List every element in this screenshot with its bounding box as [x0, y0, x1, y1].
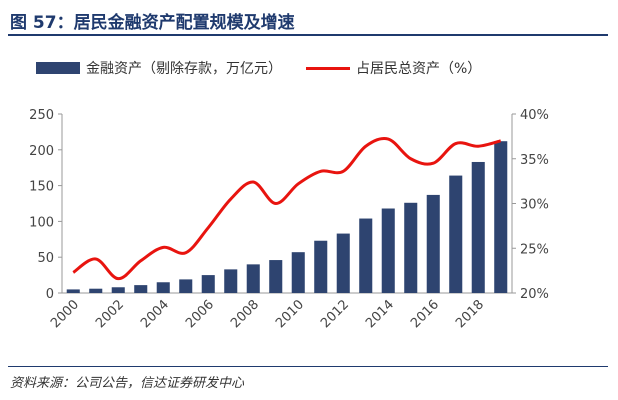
bar-2019	[494, 141, 508, 293]
x-tick-label: 2002	[93, 297, 127, 331]
source-rule	[8, 366, 608, 367]
title-rule	[8, 34, 608, 36]
bar-2005	[179, 279, 193, 293]
left-tick-label: 50	[37, 251, 54, 266]
bar-2008	[246, 264, 260, 293]
x-tick-label: 2012	[318, 297, 352, 331]
chart-legend: 金融资产（剔除存款，万亿元） 占居民总资产（%）	[36, 58, 481, 78]
bar-2001	[89, 288, 103, 293]
right-tick-label: 35%	[520, 153, 549, 168]
bar-2003	[134, 285, 148, 293]
bar-2014	[381, 208, 395, 293]
left-tick-label: 0	[46, 287, 54, 302]
x-tick-label: 2016	[408, 297, 442, 331]
share-line	[72, 137, 502, 281]
bar-2000	[66, 289, 80, 293]
bar-2018	[471, 161, 485, 293]
legend-line-label: 占居民总资产（%）	[356, 61, 482, 77]
bar-2013	[359, 218, 373, 293]
bar-2017	[449, 175, 463, 293]
bar-2010	[291, 252, 305, 293]
left-tick-label: 100	[29, 215, 54, 230]
left-tick-label: 150	[29, 180, 54, 195]
right-tick-label: 25%	[520, 242, 549, 257]
x-tick-label: 2000	[48, 297, 82, 331]
right-tick-label: 20%	[520, 287, 549, 302]
bar-2007	[224, 269, 238, 293]
left-tick-label: 250	[29, 108, 54, 123]
bar-2002	[111, 287, 125, 293]
bar-2004	[156, 282, 170, 293]
right-tick-label: 40%	[520, 108, 549, 123]
legend-bar-swatch	[36, 62, 80, 74]
legend-line-swatch	[306, 66, 350, 70]
right-tick-label: 30%	[520, 198, 549, 213]
x-tick-label: 2018	[453, 297, 487, 331]
x-tick-label: 2010	[273, 297, 307, 331]
figure-title: 图 57：居民金融资产配置规模及增速	[10, 13, 295, 33]
bar-2011	[314, 240, 328, 293]
source-note: 资料来源：公司公告，信达证券研发中心	[10, 376, 245, 391]
x-tick-label: 2006	[183, 297, 217, 331]
x-tick-label: 2008	[228, 297, 262, 331]
x-tick-label: 2014	[363, 297, 397, 331]
legend-bar-label: 金融资产（剔除存款，万亿元）	[86, 61, 282, 77]
bar-2009	[269, 260, 283, 293]
bar-2015	[404, 202, 418, 293]
bar-2012	[336, 233, 350, 293]
bar-2016	[426, 194, 440, 293]
x-tick-label: 2004	[138, 297, 172, 331]
bar-2006	[201, 275, 215, 293]
left-tick-label: 200	[29, 144, 54, 159]
